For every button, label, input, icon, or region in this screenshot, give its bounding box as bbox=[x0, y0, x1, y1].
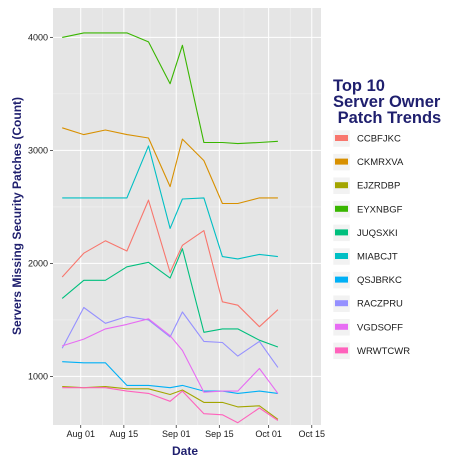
y-tick-label: 3000 bbox=[28, 145, 48, 155]
y-tick-label: 4000 bbox=[28, 32, 48, 42]
minor-gridlines bbox=[53, 8, 321, 425]
x-tick-label: Sep 01 bbox=[162, 429, 191, 439]
legend-title-line-3: Patch Trends bbox=[333, 109, 441, 127]
y-tick-label: 1000 bbox=[28, 371, 48, 381]
x-tick-label: Oct 01 bbox=[255, 429, 282, 439]
legend-label: RACZPRU bbox=[357, 299, 403, 310]
y-axis-title: Servers Missing Security Patches (Count) bbox=[10, 97, 24, 335]
series-line-wrwtcwr bbox=[62, 387, 279, 424]
series-line-qsjbrkc bbox=[62, 361, 278, 394]
legend-title: Top 10 Server Owner Patch Trends bbox=[333, 77, 445, 127]
series-line-miabcjt bbox=[62, 145, 278, 260]
legend-label: VGDSOFF bbox=[357, 322, 403, 333]
plot-panel bbox=[53, 8, 321, 425]
x-tick-label: Aug 01 bbox=[66, 429, 95, 439]
series-line-ejzrdbp bbox=[62, 386, 279, 420]
legend-label: CKMRXVA bbox=[357, 157, 404, 168]
legend-title-line-2: Server Owner bbox=[333, 93, 441, 111]
legend-label: QSJBRKC bbox=[357, 275, 402, 286]
series-lines bbox=[61, 32, 279, 424]
x-tick-label: Sep 15 bbox=[205, 429, 234, 439]
legend-title-line-1: Top 10 bbox=[333, 77, 385, 95]
series-line-eyxnbgf bbox=[62, 32, 278, 145]
legend-items: CCBFJKC CKMRXVA EJZRDBP EYXNBGF JUQSXKI MIABC… bbox=[332, 129, 410, 360]
x-tick-label: Oct 15 bbox=[299, 429, 326, 439]
legend-label: MIABCJT bbox=[357, 252, 398, 263]
legend-label: EYXNBGF bbox=[357, 204, 403, 215]
series-line-raczpru bbox=[61, 306, 279, 368]
x-axis: Aug 01 Aug 15 Sep 01 Sep 15 Oct 01 Oct 15 bbox=[66, 425, 325, 439]
series-line-ccbfjkc bbox=[61, 199, 279, 328]
x-tick-label: Aug 15 bbox=[110, 429, 139, 439]
x-axis-title: Date bbox=[172, 444, 198, 458]
y-tick-label: 2000 bbox=[28, 258, 48, 268]
legend-label: WRWTCWR bbox=[357, 346, 410, 357]
series-line-ckmrxva bbox=[62, 127, 278, 205]
legend-label: CCBFJKC bbox=[357, 134, 401, 145]
legend-label: JUQSXKI bbox=[357, 228, 398, 239]
series-line-juqsxki bbox=[61, 248, 279, 348]
legend-label: EJZRDBP bbox=[357, 181, 400, 192]
y-axis: 1000 2000 3000 4000 bbox=[28, 32, 53, 381]
series-line-vgdsoff bbox=[62, 318, 279, 394]
major-gridlines bbox=[53, 8, 321, 425]
legend: Top 10 Server Owner Patch Trends CCBFJKC… bbox=[332, 77, 445, 360]
